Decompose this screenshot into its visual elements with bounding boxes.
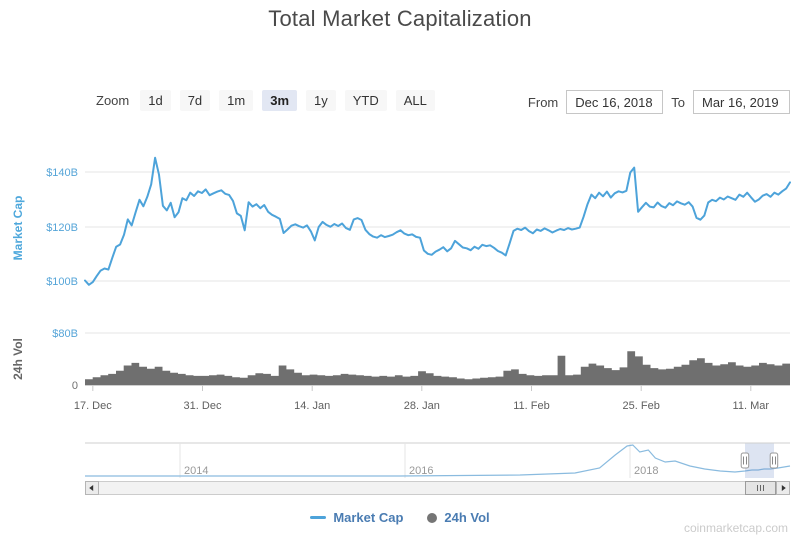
to-label: To	[671, 94, 685, 110]
marketcap-line-series	[84, 156, 791, 286]
xtick-17-dec: 17. Dec	[74, 400, 112, 412]
page-title: Total Market Capitalization	[268, 6, 532, 31]
navigator-handle-right[interactable]	[769, 452, 779, 469]
zoom-button-all[interactable]: ALL	[395, 90, 435, 111]
navigator-year-gridlines	[179, 443, 631, 478]
xtick-14-jan: 14. Jan	[294, 400, 330, 412]
navigator-track[interactable]	[85, 443, 790, 478]
volume-dot-icon	[427, 512, 438, 523]
ytick-140b: $140B	[46, 167, 78, 179]
navigator-series	[85, 444, 791, 477]
zoom-button-1y[interactable]: 1y	[306, 90, 336, 111]
chart-canvas: $140B $120B $100B Market Cap $80B 0 24h …	[11, 145, 791, 495]
xtick-11-feb: 11. Feb	[513, 400, 550, 412]
zoom-presets: Zoom 1d 7d 1m 3m 1y YTD ALL	[96, 90, 435, 111]
navigator-handle-left[interactable]	[740, 452, 750, 469]
legend-item-market-cap[interactable]: Market Cap	[310, 510, 403, 525]
navigator-year-2016: 2016	[409, 465, 433, 477]
scrollbar-left-arrow-button[interactable]	[85, 481, 99, 495]
market-cap-line-icon	[310, 516, 327, 519]
marketcap-plot-area[interactable]	[85, 145, 790, 295]
zoom-button-1d[interactable]: 1d	[140, 90, 171, 111]
legend-label-24h-vol: 24h Vol	[444, 510, 490, 525]
navigator-selected-range[interactable]	[745, 443, 774, 479]
watermark: coinmarketcap.com	[683, 521, 788, 535]
navigator-year-2018: 2018	[634, 465, 658, 477]
volume-plot-area[interactable]	[85, 333, 790, 385]
left-arrow-icon	[89, 485, 94, 491]
xtick-31-dec: 31. Dec	[184, 400, 222, 412]
zoom-button-ytd[interactable]: YTD	[344, 90, 387, 111]
zoom-button-1m[interactable]: 1m	[219, 90, 254, 111]
ytick-100b: $100B	[46, 276, 78, 288]
scrollbar-thumb[interactable]	[745, 481, 776, 495]
volume-area-series	[85, 351, 790, 385]
legend-item-24h-vol[interactable]: 24h Vol	[427, 510, 490, 525]
date-range-controls: From To	[528, 90, 790, 114]
xtick-11-mar: 11. Mar	[733, 400, 770, 412]
xtick-25-feb: 25. Feb	[623, 400, 660, 412]
from-label: From	[527, 94, 559, 110]
to-date-input[interactable]	[693, 90, 790, 114]
ytick-0: 0	[72, 380, 78, 392]
legend: Market Cap 24h Vol	[0, 510, 800, 525]
from-date-input[interactable]	[566, 90, 664, 114]
zoom-button-3m[interactable]: 3m	[262, 90, 298, 111]
x-axis-tickmarks	[92, 385, 752, 391]
zoom-presets-label: Zoom	[96, 93, 130, 108]
scrollbar-right-arrow-button[interactable]	[776, 481, 790, 495]
marketcap-axis-title: Market Cap	[11, 196, 25, 261]
legend-label-market-cap: Market Cap	[333, 510, 404, 525]
xtick-28-jan: 28. Jan	[404, 400, 440, 412]
zoom-button-7d[interactable]: 7d	[179, 90, 211, 111]
ytick-120b: $120B	[46, 222, 78, 234]
scrollbar-track[interactable]	[85, 481, 790, 495]
navigator-year-2014: 2014	[184, 465, 208, 477]
right-arrow-icon	[781, 485, 786, 491]
ytick-80b: $80B	[52, 328, 78, 340]
volume-axis-title: 24h Vol	[11, 338, 25, 380]
